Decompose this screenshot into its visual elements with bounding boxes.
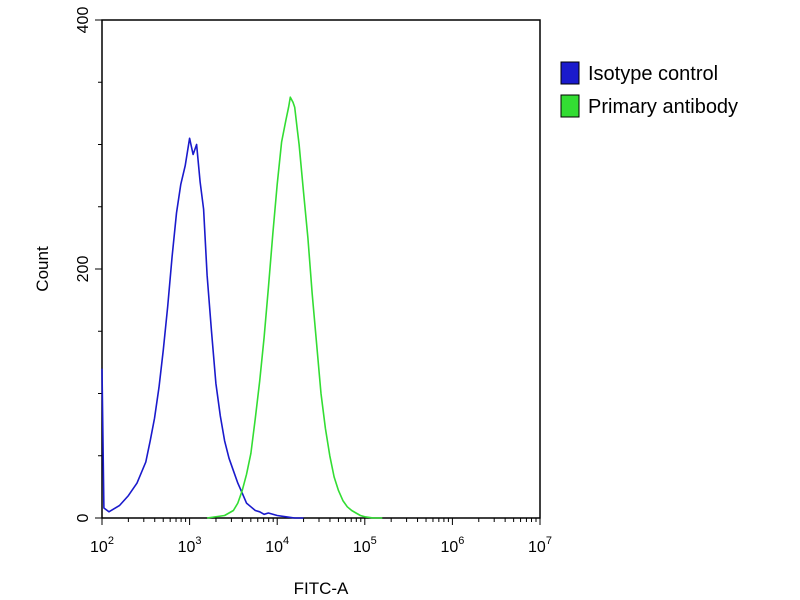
x-tick-exponent: 4: [283, 535, 289, 547]
series-layer: [101, 96, 383, 519]
x-tick-base: 10: [178, 539, 196, 556]
x-tick-exponent: 7: [546, 535, 552, 547]
y-axis-ticks: 0 200 400: [75, 7, 102, 522]
x-tick-label: 105: [353, 535, 377, 556]
x-tick-base: 10: [265, 539, 283, 556]
legend-label: Isotype control: [588, 63, 718, 85]
isotype-control-line: [101, 137, 304, 519]
y-tick-label: 400: [75, 7, 92, 34]
x-tick-exponent: 6: [458, 535, 464, 547]
x-tick-exponent: 5: [371, 535, 377, 547]
x-tick-exponent: 2: [108, 535, 114, 547]
x-tick-base: 10: [353, 539, 371, 556]
y-tick-label: 200: [75, 256, 92, 283]
y-tick-label: 0: [75, 513, 92, 522]
x-tick-base: 10: [440, 539, 458, 556]
x-tick-base: 10: [528, 539, 546, 556]
legend-swatch: [560, 61, 580, 85]
legend-swatch: [560, 94, 580, 118]
x-tick-label: 106: [440, 535, 464, 556]
x-tick-label: 103: [178, 535, 202, 556]
x-tick-base: 10: [90, 539, 108, 556]
x-tick-exponent: 3: [195, 535, 201, 547]
x-axis-title: FITC-A: [294, 579, 349, 598]
x-tick-label: 107: [528, 535, 552, 556]
plot-frame: [101, 19, 541, 519]
primary-antibody-line: [206, 96, 383, 519]
y-axis-title: Count: [33, 246, 52, 292]
x-tick-label: 102: [90, 535, 114, 556]
legend: Isotype control Primary antibody: [560, 61, 738, 118]
x-tick-label: 104: [265, 535, 289, 556]
x-axis-ticks: 102 103 104 105 106 107: [90, 518, 552, 556]
legend-label: Primary antibody: [588, 96, 738, 118]
